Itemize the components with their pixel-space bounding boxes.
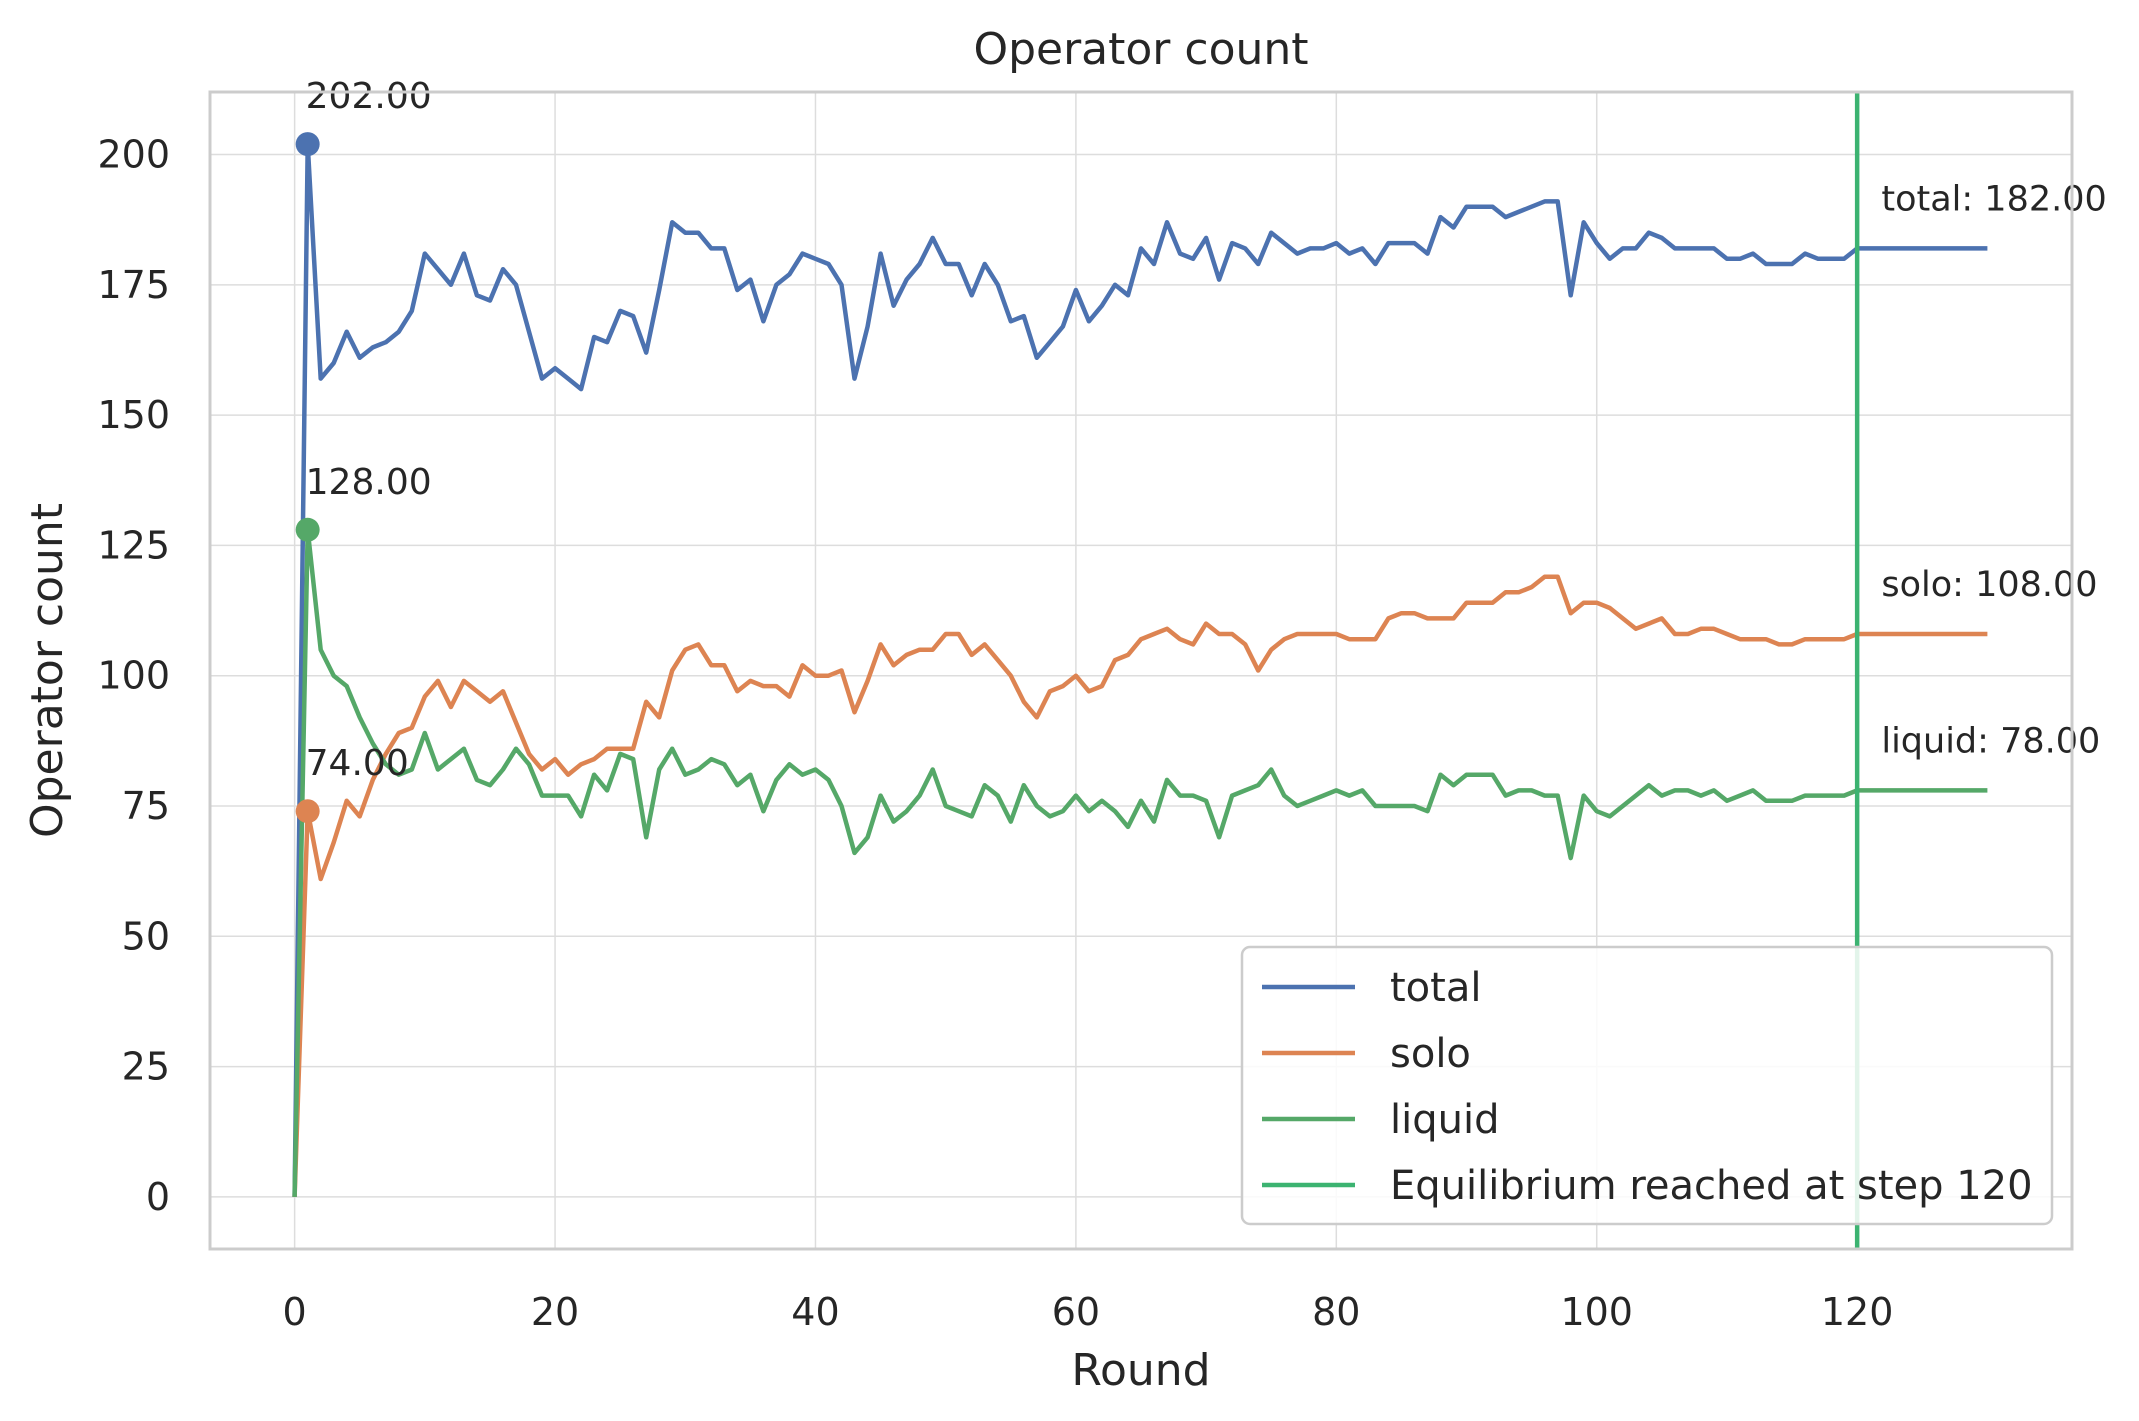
legend-label: total [1390,965,1481,1011]
end-label-solo: solo: 108.00 [1881,565,2097,605]
peak-marker-liquid [295,517,320,542]
plot-frame [208,90,2074,1251]
end-label-total: total: 182.00 [1881,179,2106,219]
x-tick-label: 60 [1052,1290,1100,1334]
end-label-liquid: liquid: 78.00 [1881,721,2100,761]
y-axis-label: Operator count [22,503,73,838]
legend-label: Equilibrium reached at step 120 [1390,1163,2033,1209]
y-tick-label: 200 [97,133,170,177]
x-tick-label: 100 [1560,1290,1633,1334]
grid [210,92,2072,1249]
series-line-liquid [292,527,1988,1197]
series-line-solo [292,574,1988,1197]
peak-label-solo: 74.00 [306,743,409,784]
y-tick-label: 75 [122,784,170,828]
series-line-total [292,141,1988,1197]
peak-label-total: 202.00 [306,76,432,117]
x-tick-label: 20 [531,1290,579,1334]
x-tick-label: 0 [283,1290,307,1334]
x-tick-label: 80 [1312,1290,1360,1334]
tick-labels: 0 20 40 60 80 100 120 0 25 50 75 100 125 150 175 200 [97,133,1893,1334]
y-tick-label: 175 [97,263,170,307]
legend-label: liquid [1390,1097,1499,1143]
chart-title: Operator count [973,24,1308,75]
y-tick-label: 50 [122,914,170,958]
y-tick-label: 125 [97,523,170,567]
x-tick-label: 40 [791,1290,839,1334]
peak-label-liquid: 128.00 [306,462,432,503]
y-tick-label: 0 [146,1175,170,1219]
series-layer [292,141,1988,1197]
y-tick-label: 25 [122,1045,170,1089]
y-tick-label: 150 [97,393,170,437]
legend: total solo liquid Equilibrium reached at st… [1240,945,2054,1226]
x-axis-label: Round [1071,1345,1210,1396]
x-tick-label: 120 [1821,1290,1894,1334]
peak-marker-solo [295,799,320,824]
peak-marker-total [295,132,320,157]
legend-box [1240,945,2054,1226]
legend-label: solo [1390,1031,1471,1077]
y-tick-label: 100 [97,654,170,698]
